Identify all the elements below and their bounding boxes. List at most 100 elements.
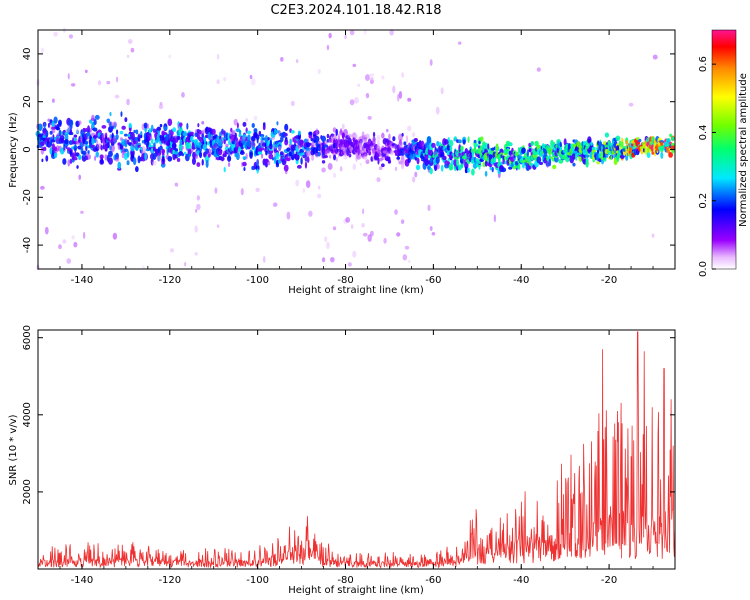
spectrogram-cell [394,166,398,171]
snr-x-tick-label: -120 [158,575,181,586]
spectrogram-cell [636,137,640,141]
spectrogram-cell [401,72,405,78]
spectrogram-cell [216,79,220,85]
spectrogram-cell [216,224,220,228]
spectrogram-cell [361,223,365,228]
spectrogram-cell [555,144,558,149]
spectrogram-cell [216,53,220,60]
spectrogram-cell [242,156,247,160]
spectrogram-cell [460,145,464,151]
spectrogram-cell [296,59,299,64]
spectrogram-cell [378,166,383,171]
spectrogram-cell [424,152,429,160]
spectrogram-cell [308,131,312,135]
spectrogram-cell [394,209,398,215]
spectrogram-cell [396,156,401,160]
spectrogram-cell [84,69,88,74]
spectrogram-cell [484,142,489,147]
spectrogram-cell [367,115,372,120]
spectrogram-cell [493,214,496,223]
spectrogram-cell [429,167,433,175]
spectrogram-cell [40,47,44,54]
spectrogram-cell [392,85,396,94]
spectrogram-cell [671,136,675,141]
spectrogram-cell [197,123,200,128]
spectrogram-cell [299,139,304,148]
colorbar-gradient [711,29,737,270]
spectrogram-cell [207,148,212,154]
spectrogram-cell [354,96,359,104]
spectrogram-cell [367,234,372,242]
spectrogram-cell [615,135,621,141]
spectrogram-cell [538,161,544,166]
spectrogram-cell [559,141,562,148]
spectrogram-cell [326,241,330,250]
spectrogram-cell [64,139,69,144]
spectrogram-cell [126,150,130,158]
spectrogram-cell [284,132,288,137]
spectrogram-cell [57,119,62,126]
spectrogram-cell [140,134,143,139]
spectrogram-cell [181,145,185,150]
spectrogram-cell [58,244,62,250]
spectrogram-x-tick-label: -40 [513,275,529,286]
spectrogram-cell [368,151,372,156]
spectrogram-cell [137,133,141,139]
spectrogram-cell [127,38,133,45]
spectrogram-cell [196,203,201,211]
snr-x-axis-label: Height of straight line (km) [288,585,424,596]
spectrogram-cell [280,135,284,143]
spectrogram-cell [148,128,152,133]
spectrogram-cell [499,148,504,155]
spectrogram-cell [230,127,233,133]
spectrogram-cell [114,94,120,99]
spectrogram-cell [324,236,328,243]
spectrogram-cell [167,155,173,162]
spectrogram-cell [339,166,343,172]
spectrogram-cell [357,83,361,88]
spectrogram-cell [126,54,130,58]
spectrogram-cell [124,140,128,148]
spectrogram-cell [91,121,95,130]
spectrogram-cell [651,233,655,238]
spectrogram-cell [440,152,444,158]
spectrogram-cell [343,154,348,160]
spectrogram-cell [231,130,236,135]
spectrogram-cell [247,134,251,142]
spectrogram-cell [202,143,208,151]
spectrogram-cell [363,153,368,160]
colorbar-tick-label: 0.6 [698,56,709,72]
spectrogram-cell [53,116,58,124]
spectrogram-cell [42,146,47,152]
spectrogram-cell [45,130,48,138]
spectrogram-cell [144,152,147,161]
spectrogram-cell [51,127,56,134]
spectrogram-y-axis-label: Frequency (Hz) [8,112,19,188]
spectrogram-cell [352,63,357,68]
spectrogram-x-tick-label: -140 [71,275,94,286]
colorbar-tick-label: 0.4 [698,124,709,140]
spectrogram-cell [82,127,86,133]
spectrogram-cell [602,141,607,146]
spectrogram-cell [43,122,46,130]
spectrogram-cell [435,163,440,170]
spectrogram-cell [345,217,351,223]
spectrogram-cell [172,143,177,151]
spectrogram-cell [137,155,141,164]
spectrogram-cell [326,133,330,139]
spectrogram-cell [106,141,110,149]
spectrogram-cell [243,166,246,172]
spectrogram-cell [365,74,370,82]
spectrogram-cell [407,158,411,163]
spectrogram-cell [194,251,198,256]
spectrogram-cell [156,126,162,131]
spectrogram-x-tick-label: -80 [337,275,353,286]
spectrogram-cell [233,118,238,126]
spectrogram-cell [128,122,132,129]
spectrogram-cell [408,259,411,264]
spectrogram-cell [58,129,62,137]
spectrogram-cell [262,255,266,263]
spectrogram-cell [97,80,102,86]
spectrogram-cell [276,121,279,126]
spectrogram-cell [76,127,79,134]
